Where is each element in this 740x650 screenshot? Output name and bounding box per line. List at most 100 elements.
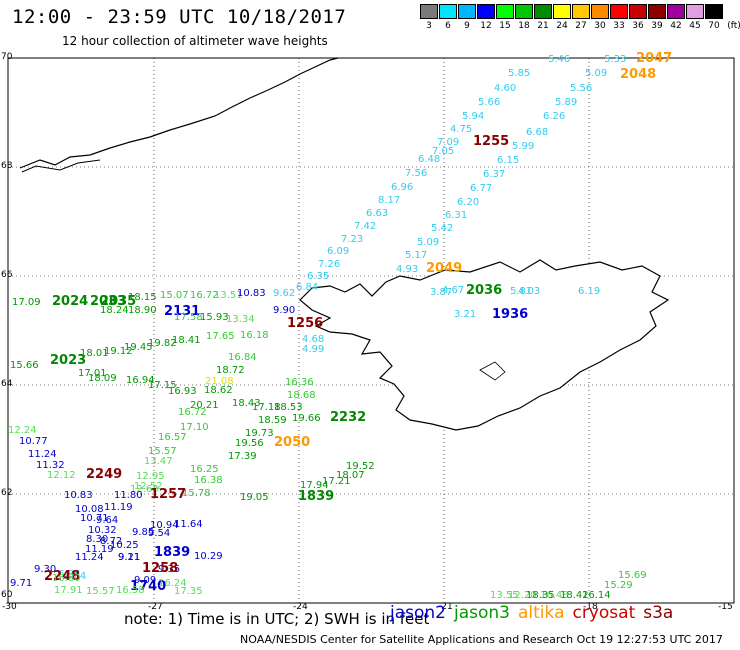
wave-height-label: 6.20: [457, 197, 479, 208]
wave-height-label: 16.94: [126, 375, 155, 386]
wave-height-label: 8.34: [64, 571, 86, 582]
color-scale-label: 12: [480, 21, 492, 31]
pass-time-label: 1257: [150, 487, 186, 502]
wave-height-label: 5.66: [478, 97, 500, 108]
wave-height-label: 15.66: [10, 360, 39, 371]
wave-height-label: 5.09: [417, 237, 439, 248]
wave-height-label: 10.83: [64, 490, 93, 501]
wave-height-label: 18.62: [204, 385, 233, 396]
wave-height-label: 13.34: [226, 314, 255, 325]
satellite-legend-jason2: jason2: [390, 603, 446, 623]
wave-height-label: 17.94: [300, 480, 329, 491]
wave-height-label: 18.24: [100, 305, 129, 316]
color-swatch: [439, 4, 457, 19]
wave-height-label: 5.46: [548, 54, 570, 65]
wave-height-label: 6.68: [526, 127, 548, 138]
wave-height-label: 15.93: [200, 312, 229, 323]
latitude-tick-label: 66: [1, 270, 13, 280]
wave-height-label: 18.90: [128, 305, 157, 316]
wave-height-label: 10.94: [150, 520, 179, 531]
wave-height-label: 6.48: [418, 154, 440, 165]
color-scale-label: 30: [594, 21, 606, 31]
color-scale-label: 21: [537, 21, 549, 31]
wave-height-label: 4.68: [302, 334, 324, 345]
color-swatch: [477, 4, 495, 19]
wave-height-label: 4.60: [494, 83, 516, 94]
wave-height-label: 18.07: [336, 470, 365, 481]
wave-height-label: 13.47: [144, 456, 173, 467]
latitude-tick-label: 60: [1, 590, 13, 600]
pass-time-label: 1740: [130, 579, 166, 594]
wave-height-label: 9.85: [132, 527, 154, 538]
wave-height-label: 7.09: [437, 137, 459, 148]
wave-height-label: 16.38: [194, 475, 223, 486]
wave-height-label: 15.57: [86, 586, 115, 597]
wave-height-label: 7.26: [318, 259, 340, 270]
wave-height-label: 10.08: [75, 504, 104, 515]
latitude-tick-label: 64: [1, 379, 13, 389]
wave-height-label: 18.43: [232, 398, 261, 409]
wave-height-label: 4.75: [450, 124, 472, 135]
footer-note: note: 1) Time is in UTC; 2) SWH is in fe…: [124, 610, 430, 628]
wave-height-label: 18.59: [258, 415, 287, 426]
pass-time-label: 2131: [164, 304, 200, 319]
footer-credit: NOAA/NESDIS Center for Satellite Applica…: [240, 633, 723, 646]
color-swatch: [591, 4, 609, 19]
satellite-legend: jason2 jason3 altika cryosat s3a: [390, 603, 681, 623]
wave-height-label: 18.68: [287, 390, 316, 401]
wave-height-label: 7.05: [432, 146, 454, 157]
wave-height-label: 5.09: [585, 68, 607, 79]
wave-height-label: 6.31: [445, 210, 467, 221]
longitude-tick-label: -27: [148, 602, 163, 612]
pass-time-label: 1839: [154, 545, 190, 560]
wave-height-label: 17.58: [174, 312, 203, 323]
longitude-tick-label: -15: [718, 602, 733, 612]
wave-height-label: 5.33: [604, 54, 626, 65]
wave-height-label: 6.37: [483, 169, 505, 180]
pass-time-label: 1255: [473, 134, 509, 149]
wave-height-label: 16.58: [116, 585, 145, 596]
pass-time-label: 2023: [50, 353, 86, 368]
wave-height-label: 16.57: [158, 432, 187, 443]
wave-height-label: 19.45: [124, 342, 153, 353]
color-scale-label: 18: [518, 21, 530, 31]
pass-time-label: 2248: [44, 569, 80, 584]
wave-height-label: 19.12: [104, 346, 133, 357]
wave-height-label: 9.30: [34, 564, 56, 575]
pass-time-label: 2232: [330, 410, 366, 425]
wave-height-label: 5.89: [555, 97, 577, 108]
wave-height-label: 6.63: [366, 208, 388, 219]
wave-height-label: 3.21: [454, 309, 476, 320]
wave-height-label: 20.21: [190, 400, 219, 411]
wave-height-label: 11.19: [104, 502, 133, 513]
wave-height-label: 17.01: [78, 368, 107, 379]
color-scale-label: 36: [632, 21, 644, 31]
wave-height-label: 13.51: [214, 290, 243, 301]
color-scale-label: 24: [556, 21, 568, 31]
wave-height-label: 19.56: [235, 438, 264, 449]
wave-height-label: 5.99: [512, 141, 534, 152]
pass-time-label: 1839: [298, 489, 334, 504]
pass-time-label: 2036: [466, 283, 502, 298]
longitude-tick-label: -24: [293, 602, 308, 612]
latitude-tick-label: 62: [1, 488, 13, 498]
wave-height-label: 10.71: [80, 513, 109, 524]
color-scale-label: 42: [670, 21, 682, 31]
wave-height-label: 11.80: [114, 490, 143, 501]
wave-height-label: 4.03: [518, 286, 540, 297]
wave-height-label: 10.32: [88, 525, 117, 536]
wave-height-label: 5.94: [462, 111, 484, 122]
wave-height-label: 9.90: [273, 305, 295, 316]
color-scale-label: 45: [689, 21, 701, 31]
wave-height-label: 16.93: [168, 386, 197, 397]
wave-height-label: 19.52: [346, 461, 375, 472]
wave-height-label: 11.64: [174, 519, 203, 530]
wave-height-label: 17.65: [206, 331, 235, 342]
wave-height-label: 18.53: [274, 402, 303, 413]
wave-height-label: 6.96: [391, 182, 413, 193]
color-swatch: [515, 4, 533, 19]
iceland-inner-lake: [479, 361, 506, 381]
latitude-tick-label: 68: [1, 161, 13, 171]
color-swatch: [667, 4, 685, 19]
